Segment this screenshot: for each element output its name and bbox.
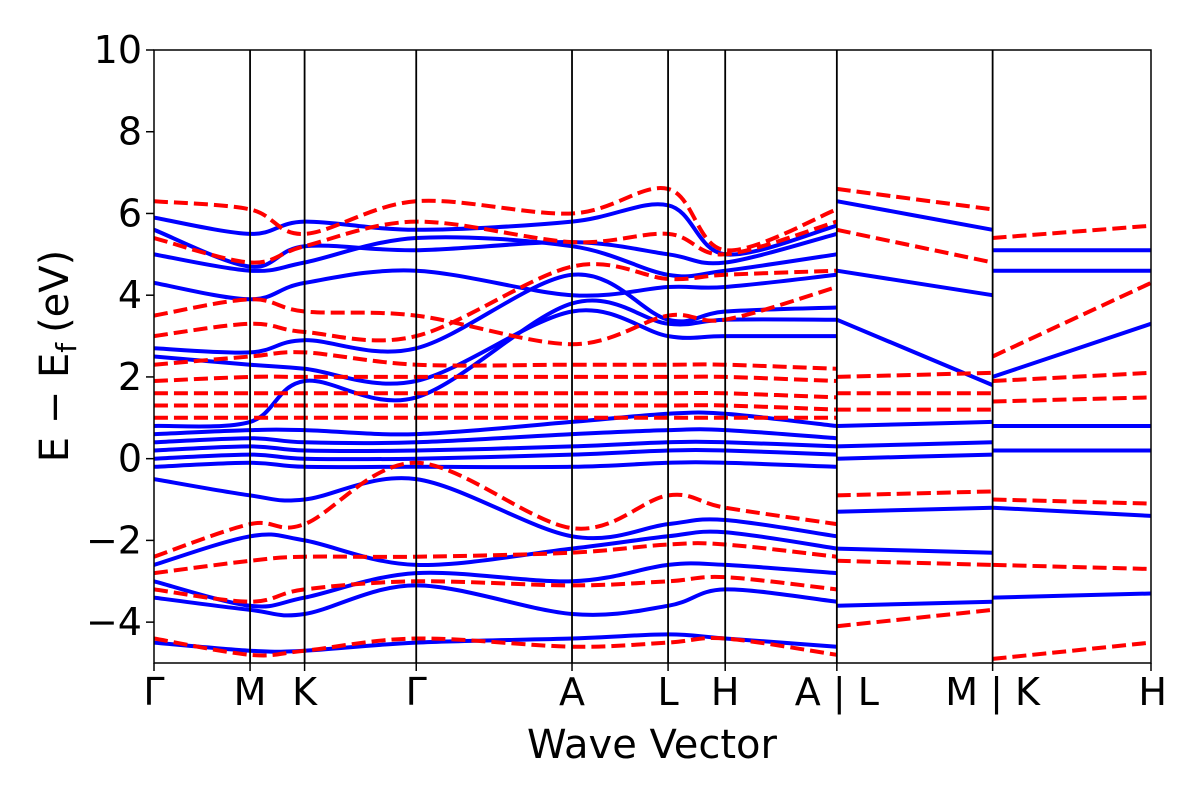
band-line <box>836 268 993 298</box>
x-tick-label: H <box>711 670 740 714</box>
band-line <box>154 476 838 541</box>
band-line <box>992 591 1151 600</box>
band-line <box>836 599 993 608</box>
x-tick-label: M | K <box>945 670 1041 715</box>
x-tick-label: A | L <box>795 670 879 715</box>
band-line <box>992 370 1151 383</box>
band-line <box>154 235 838 279</box>
band-line <box>154 636 838 658</box>
band-line <box>836 317 994 387</box>
y-axis-label-subscript: f <box>50 342 83 353</box>
band-line <box>836 419 993 428</box>
x-tick-label: Γ <box>143 670 164 714</box>
band-series-1 <box>154 186 1151 661</box>
band-line <box>154 574 838 604</box>
x-axis-label: Wave Vector <box>527 722 778 768</box>
band-line <box>154 439 837 454</box>
y-tick-label: 2 <box>118 355 142 399</box>
band-line <box>836 489 993 498</box>
band-line <box>836 370 993 379</box>
band-line <box>154 529 838 567</box>
band-line <box>992 223 1151 240</box>
band-line <box>992 562 1151 571</box>
plot-frame <box>153 49 1152 664</box>
band-line <box>836 505 993 514</box>
band-line <box>836 186 993 212</box>
band-line <box>836 546 993 555</box>
band-line <box>154 219 838 265</box>
y-tick-label: 0 <box>118 437 142 481</box>
band-line <box>154 561 837 609</box>
high-symmetry-lines <box>249 50 994 663</box>
band-line <box>154 583 838 618</box>
y-tick-label: 10 <box>94 28 142 72</box>
band-line <box>992 497 1151 506</box>
y-tick-label: 4 <box>118 273 142 317</box>
y-tick-label: −4 <box>86 600 142 644</box>
band-line <box>154 427 837 446</box>
x-tick-label: L <box>657 670 678 714</box>
y-axis-label: E − Ef (eV) <box>32 250 83 463</box>
band-line <box>154 262 837 343</box>
band-line <box>154 390 837 400</box>
y-axis: 10 8 6 4 2 0 −2 −4 <box>86 28 154 644</box>
band-line <box>836 607 993 629</box>
band-line <box>154 308 837 386</box>
band-line <box>836 199 993 232</box>
y-axis-label-unit: (eV) <box>32 250 78 333</box>
band-line <box>154 350 837 371</box>
band-line <box>154 374 837 383</box>
y-tick-label: 6 <box>118 191 142 235</box>
band-line <box>154 403 837 412</box>
x-tick-label: A <box>559 670 585 714</box>
band-line <box>991 321 1151 379</box>
band-line <box>836 227 994 265</box>
x-tick-label: M <box>234 670 267 714</box>
band-line <box>836 558 993 567</box>
band-line <box>154 460 838 559</box>
y-tick-label: −2 <box>86 518 142 562</box>
band-line <box>836 440 993 449</box>
band-line <box>154 186 838 253</box>
band-line <box>154 541 838 576</box>
band-line <box>154 410 838 437</box>
band-line <box>154 272 837 355</box>
y-axis-label-main: E − E <box>32 353 78 463</box>
band-line <box>836 452 993 461</box>
band-line <box>992 640 1151 661</box>
x-tick-label: K <box>292 670 318 714</box>
band-line <box>154 447 837 462</box>
x-tick-label: H <box>1138 670 1167 714</box>
band-line <box>154 460 837 470</box>
band-line <box>992 505 1151 518</box>
band-line <box>154 227 838 269</box>
x-tick-label: Γ <box>406 670 427 714</box>
band-line <box>154 285 838 347</box>
band-line <box>991 281 1151 359</box>
y-tick-label: 8 <box>118 110 142 154</box>
bands-layer <box>154 186 1151 661</box>
band-line <box>992 395 1151 404</box>
